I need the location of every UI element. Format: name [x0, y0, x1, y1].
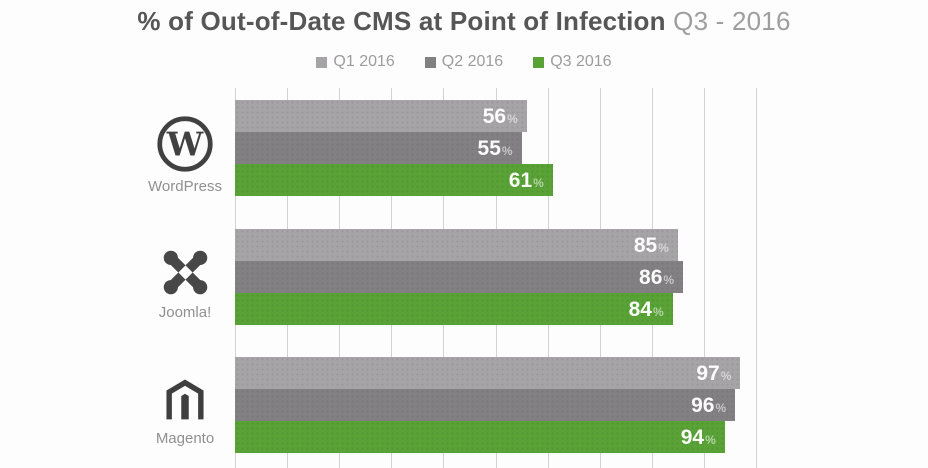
bar-value-label: 85% — [633, 233, 669, 257]
bar-value-suffix: % — [715, 400, 727, 415]
bar-value-label: 61% — [508, 168, 544, 192]
bar-value-suffix: % — [533, 175, 544, 190]
legend-item-q2-2016: Q2 2016 — [424, 53, 504, 71]
category-label: Magento — [155, 429, 215, 447]
bar-value-suffix: % — [507, 111, 518, 126]
category-label: Joomla! — [158, 304, 212, 321]
bar-value-label: 97% — [696, 361, 732, 385]
bar-wordpress-q2-2016: 55% — [235, 132, 522, 164]
bar-value-suffix: % — [705, 432, 716, 447]
legend: Q1 2016 Q2 2016 Q3 2016 — [0, 53, 928, 71]
bar-value-label: 56% — [482, 104, 518, 128]
wordpress-logo-icon: W — [157, 115, 213, 172]
joomla-logo-icon — [163, 250, 207, 295]
bar-joomla-q2-2016: 86% — [235, 261, 684, 293]
bar-joomla-q1-2016: 85% — [235, 229, 678, 261]
bar-magento-q2-2016: 96% — [235, 389, 736, 421]
legend-item-q1-2016: Q1 2016 — [316, 53, 395, 71]
bar-wordpress-q1-2016: 56% — [235, 100, 527, 132]
bar-value-suffix: % — [720, 368, 732, 383]
legend-swatch-icon — [533, 56, 545, 68]
category-joomla: Joomla! — [128, 229, 242, 325]
legend-label: Q3 2016 — [550, 53, 612, 70]
bar-value-suffix: % — [658, 240, 669, 255]
chart-title: % of Out-of-Date CMS at Point of Infecti… — [0, 6, 928, 37]
chart-title-period: Q3 - 2016 — [673, 6, 791, 36]
bar-magento-q1-2016: 97% — [235, 357, 741, 389]
legend-item-q3-2016: Q3 2016 — [533, 53, 612, 71]
bar-value-label: 94% — [680, 425, 716, 449]
legend-label: Q2 2016 — [441, 53, 504, 70]
legend-swatch-icon — [316, 56, 328, 68]
svg-text:W: W — [166, 124, 204, 163]
bar-magento-q3-2016: 94% — [235, 421, 725, 453]
bar-value-suffix: % — [663, 272, 675, 287]
bar-value-label: 84% — [628, 297, 664, 321]
gridline-100 — [756, 88, 757, 468]
chart-title-main: % of Out-of-Date CMS at Point of Infecti… — [137, 6, 666, 36]
category-magento: Magento — [128, 357, 242, 453]
plot-area: 56% 55% 61% 85% 86% 84% 97% 96% 94% — [235, 88, 757, 468]
bar-value-label: 96% — [691, 393, 727, 417]
bar-value-label: 55% — [477, 136, 513, 160]
bar-joomla-q3-2016: 84% — [235, 293, 673, 325]
legend-label: Q1 2016 — [333, 53, 395, 70]
bar-value-label: 86% — [639, 265, 675, 289]
gridline-90 — [703, 88, 705, 468]
category-label: WordPress — [148, 177, 222, 195]
bar-value-suffix: % — [501, 143, 513, 158]
bar-value-suffix: % — [652, 304, 664, 319]
legend-swatch-icon — [424, 56, 436, 68]
category-wordpress: W WordPress — [128, 100, 242, 196]
bar-wordpress-q3-2016: 61% — [235, 164, 553, 196]
magento-logo-icon — [166, 379, 204, 419]
